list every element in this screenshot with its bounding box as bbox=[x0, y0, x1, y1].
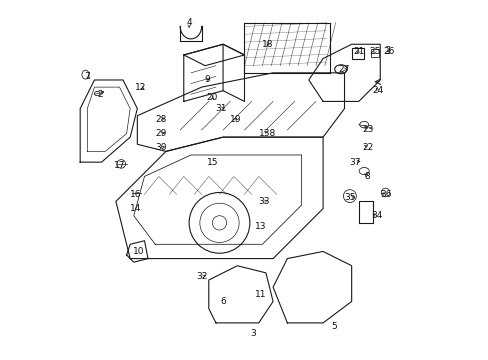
Text: 11: 11 bbox=[254, 290, 266, 299]
Text: 20: 20 bbox=[206, 93, 218, 102]
Text: 31: 31 bbox=[215, 104, 226, 113]
Text: 37: 37 bbox=[349, 158, 360, 167]
Text: 27: 27 bbox=[338, 65, 349, 74]
Text: 14: 14 bbox=[130, 204, 141, 213]
Text: 6: 6 bbox=[220, 297, 225, 306]
Text: 30: 30 bbox=[155, 143, 166, 152]
Text: 12: 12 bbox=[135, 83, 146, 92]
Text: 13: 13 bbox=[254, 222, 266, 231]
Text: 36: 36 bbox=[379, 190, 390, 199]
Text: 9: 9 bbox=[203, 76, 209, 85]
Text: 33: 33 bbox=[258, 197, 269, 206]
Text: 26: 26 bbox=[383, 47, 394, 56]
Text: 32: 32 bbox=[196, 272, 207, 281]
Text: 23: 23 bbox=[361, 126, 373, 135]
Text: 15: 15 bbox=[206, 158, 218, 167]
Text: 24: 24 bbox=[372, 86, 383, 95]
Text: 5: 5 bbox=[330, 322, 336, 331]
Text: 25: 25 bbox=[368, 47, 380, 56]
Text: 7: 7 bbox=[84, 72, 90, 81]
Text: 29: 29 bbox=[155, 129, 166, 138]
Text: 28: 28 bbox=[155, 115, 166, 124]
Text: 19: 19 bbox=[229, 115, 241, 124]
Text: 17: 17 bbox=[114, 161, 125, 170]
Text: 3: 3 bbox=[250, 329, 256, 338]
Text: 35: 35 bbox=[344, 193, 355, 202]
Text: 22: 22 bbox=[362, 143, 373, 152]
Text: 18: 18 bbox=[262, 40, 273, 49]
Text: 8: 8 bbox=[364, 172, 370, 181]
Bar bbox=[370, 49, 378, 57]
Text: 4: 4 bbox=[186, 18, 192, 27]
Text: 34: 34 bbox=[370, 211, 382, 220]
Text: 10: 10 bbox=[133, 247, 144, 256]
Text: 138: 138 bbox=[259, 129, 276, 138]
Bar bbox=[351, 48, 364, 59]
Text: 2: 2 bbox=[97, 90, 102, 99]
Text: 21: 21 bbox=[352, 47, 364, 56]
Text: 16: 16 bbox=[129, 190, 141, 199]
